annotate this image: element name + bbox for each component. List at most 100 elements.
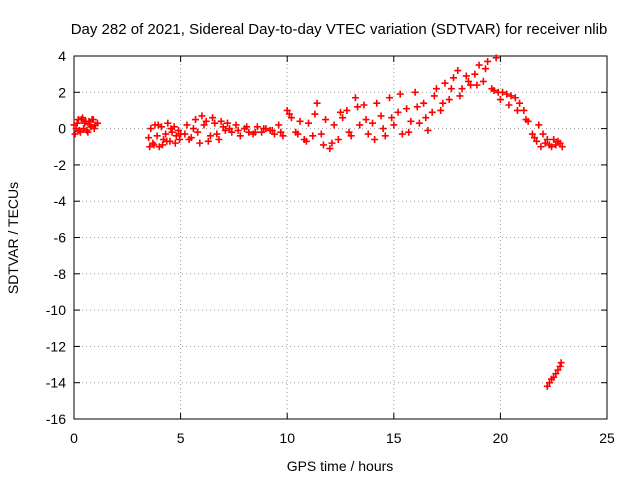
data-point-marker [496,96,504,104]
data-point-marker [219,123,227,131]
data-point-marker [93,119,101,127]
data-point-marker [522,116,530,124]
data-point-marker [356,121,364,129]
data-point-marker [541,139,549,147]
data-point-marker [484,57,492,65]
data-point-marker [528,130,536,138]
data-point-marker [464,77,472,85]
data-point-marker [260,125,268,133]
data-point-marker [507,92,515,100]
data-point-marker [71,130,79,138]
x-tick-label: 15 [386,430,402,446]
data-point-marker [311,110,319,118]
y-tick-label: -14 [46,375,66,391]
data-point-marker [558,143,566,151]
data-point-marker [343,106,351,114]
data-point-marker [181,130,189,138]
data-point-marker [428,108,436,116]
data-point-marker [407,117,415,125]
y-tick-label: 2 [58,84,66,100]
data-point-marker [283,106,291,114]
data-point-marker [556,362,564,370]
data-point-marker [206,132,214,140]
data-point-marker [552,141,560,149]
data-point-marker [413,103,421,111]
data-point-marker [535,121,543,129]
data-point-marker [258,128,266,136]
data-point-marker [479,77,487,85]
x-tick-label: 20 [493,430,509,446]
data-point-marker [390,121,398,129]
data-point-marker [279,132,287,140]
data-point-marker [552,370,560,378]
data-point-marker [473,81,481,89]
data-point-marker [362,116,370,124]
data-point-marker [373,99,381,107]
data-point-marker [305,119,313,127]
data-point-marker [381,132,389,140]
data-point-marker [183,121,191,129]
data-point-marker [334,135,342,143]
y-tick-label: -10 [46,302,66,318]
data-point-marker [430,92,438,100]
data-point-marker [88,116,96,124]
data-point-marker [236,132,244,140]
data-point-marker [550,373,558,381]
data-point-marker [364,130,372,138]
y-tick-label: -8 [54,266,67,282]
data-point-marker [200,121,208,129]
data-points [70,54,566,390]
data-point-marker [232,121,240,129]
data-point-marker [516,99,524,107]
data-point-marker [531,134,539,142]
data-point-marker [270,130,278,138]
data-point-marker [403,105,411,113]
data-point-marker [377,112,385,120]
y-axis-label: SDTVAR / TECUs [5,182,21,294]
data-point-marker [490,86,498,94]
data-point-marker [360,101,368,109]
data-point-marker [75,126,83,134]
data-point-marker [153,132,161,140]
data-point-marker [499,88,507,96]
data-point-marker [154,121,162,129]
data-point-marker [86,121,94,129]
y-tick-label: -6 [54,230,67,246]
chart-title: Day 282 of 2021, Sidereal Day-to-day VTE… [71,21,608,38]
data-point-marker [405,128,413,136]
data-point-marker [168,128,176,136]
data-point-marker [234,126,242,134]
data-point-marker [337,108,344,116]
data-point-marker [545,379,553,387]
data-point-marker [145,134,153,142]
data-point-marker [174,126,182,134]
data-point-marker [176,135,184,143]
data-point-marker [202,117,210,125]
data-point-marker [533,137,541,145]
data-point-marker [388,114,396,122]
data-point-marker [82,117,90,125]
data-point-marker [285,110,293,118]
data-point-marker [550,135,558,143]
data-point-marker [204,137,212,145]
data-point-marker [90,125,98,133]
data-point-marker [228,128,236,136]
y-tick-label: 4 [58,48,66,64]
data-point-marker [317,130,325,138]
data-point-marker [213,130,221,138]
x-tick-label: 10 [279,430,295,446]
grid-lines [74,56,607,419]
data-point-marker [296,117,304,125]
data-point-marker [243,123,251,131]
data-point-marker [187,134,195,142]
data-point-marker [424,126,432,134]
data-point-marker [253,123,261,131]
data-point-marker [441,79,449,87]
data-point-marker [458,85,466,93]
data-point-marker [345,128,353,136]
data-point-marker [394,108,402,116]
x-tick-label: 5 [177,430,185,446]
data-point-marker [224,119,232,127]
